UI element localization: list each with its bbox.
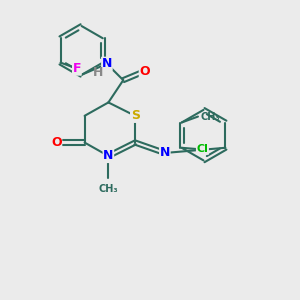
Text: N: N [160,146,170,160]
Text: CH₃: CH₃ [99,184,118,194]
Text: O: O [51,136,62,149]
Text: N: N [103,149,114,162]
Text: F: F [73,62,81,75]
Text: H: H [93,66,103,79]
Text: CH₃: CH₃ [201,112,220,122]
Text: S: S [130,109,140,122]
Text: Cl: Cl [196,144,208,154]
Text: O: O [139,65,150,78]
Text: N: N [102,57,112,70]
